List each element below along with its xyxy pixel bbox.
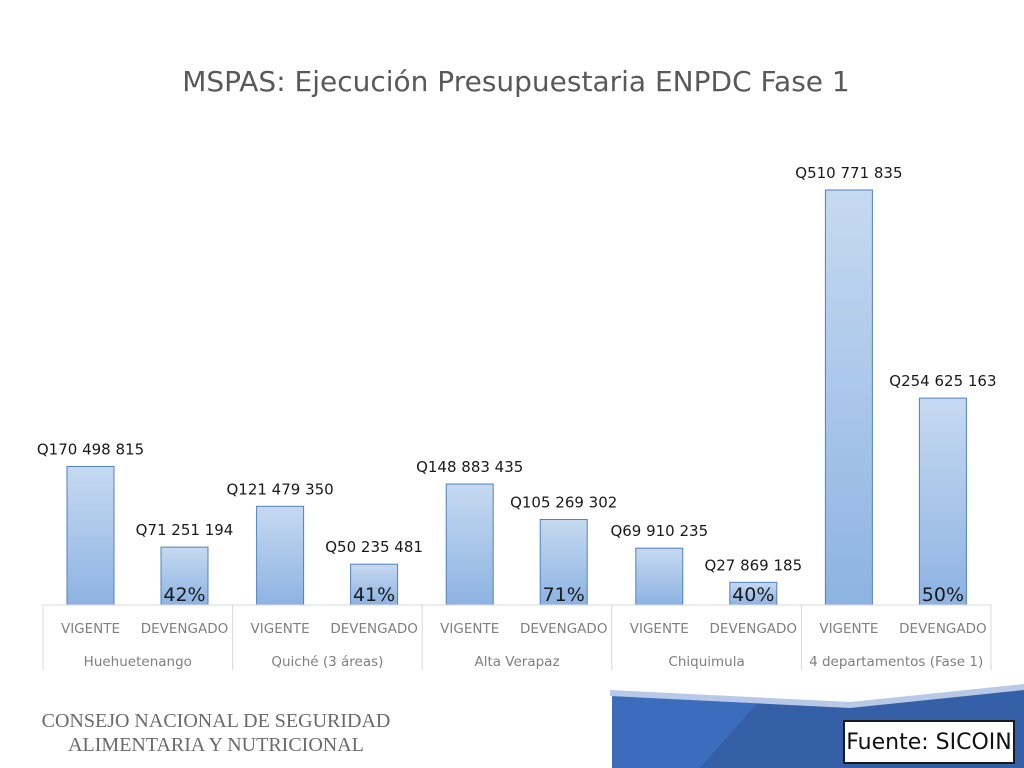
value-label: Q105 269 302 — [510, 493, 617, 511]
value-label: Q148 883 435 — [416, 458, 523, 476]
tick-label: DEVENGADO — [710, 621, 798, 637]
tick-label: VIGENTE — [630, 621, 689, 637]
category-axis: VIGENTE DEVENGADO Huehuetenango VIGENTE DEVE… — [42, 604, 992, 670]
percent-label: 71% — [543, 584, 585, 606]
bar — [824, 189, 873, 606]
group-label: Quiché (3 áreas) — [271, 654, 383, 670]
bar — [918, 397, 967, 606]
percent-label: 50% — [922, 584, 964, 606]
chart-title: MSPAS: Ejecución Presupuestaria ENPDC Fa… — [182, 65, 850, 98]
value-label: Q69 910 235 — [610, 522, 708, 540]
org-name-line2: ALIMENTARIA Y NUTRICIONAL — [68, 734, 364, 756]
percent-label: 41% — [353, 584, 395, 606]
org-name-line1: CONSEJO NACIONAL DE SEGURIDAD — [42, 710, 391, 732]
value-label: Q170 498 815 — [37, 440, 144, 458]
bar — [635, 547, 684, 606]
tick-label: VIGENTE — [440, 621, 499, 637]
percent-label: 42% — [163, 584, 205, 606]
value-label: Q254 625 163 — [889, 372, 996, 390]
bar — [160, 546, 209, 606]
tick-label: DEVENGADO — [330, 621, 418, 637]
tick-label: VIGENTE — [819, 621, 878, 637]
group-label: Huehuetenango — [84, 654, 192, 670]
percent-label: 40% — [732, 584, 774, 606]
group-label: Alta Verapaz — [474, 654, 559, 670]
tick-label: VIGENTE — [251, 621, 310, 637]
group-label: 4 departamentos (Fase 1) — [809, 654, 983, 670]
source-label: Fuente: SICOIN — [843, 720, 1015, 764]
tick-label: DEVENGADO — [141, 621, 229, 637]
value-label: Q50 235 481 — [325, 538, 423, 556]
bar — [350, 563, 399, 606]
tick-label: DEVENGADO — [899, 621, 987, 637]
value-label: Q510 771 835 — [795, 164, 902, 182]
bar — [539, 518, 588, 606]
group-label: Chiquimula — [668, 654, 744, 670]
tick-label: DEVENGADO — [520, 621, 608, 637]
bar — [256, 505, 305, 606]
value-label: Q121 479 350 — [226, 480, 333, 498]
bar — [66, 465, 115, 606]
plot-area: Q170 498 815 Q71 251 194 42% Q121 479 350 Q5… — [37, 164, 997, 606]
bar — [445, 483, 494, 606]
value-label: Q27 869 185 — [704, 556, 802, 574]
value-label: Q71 251 194 — [136, 521, 234, 539]
tick-label: VIGENTE — [61, 621, 120, 637]
